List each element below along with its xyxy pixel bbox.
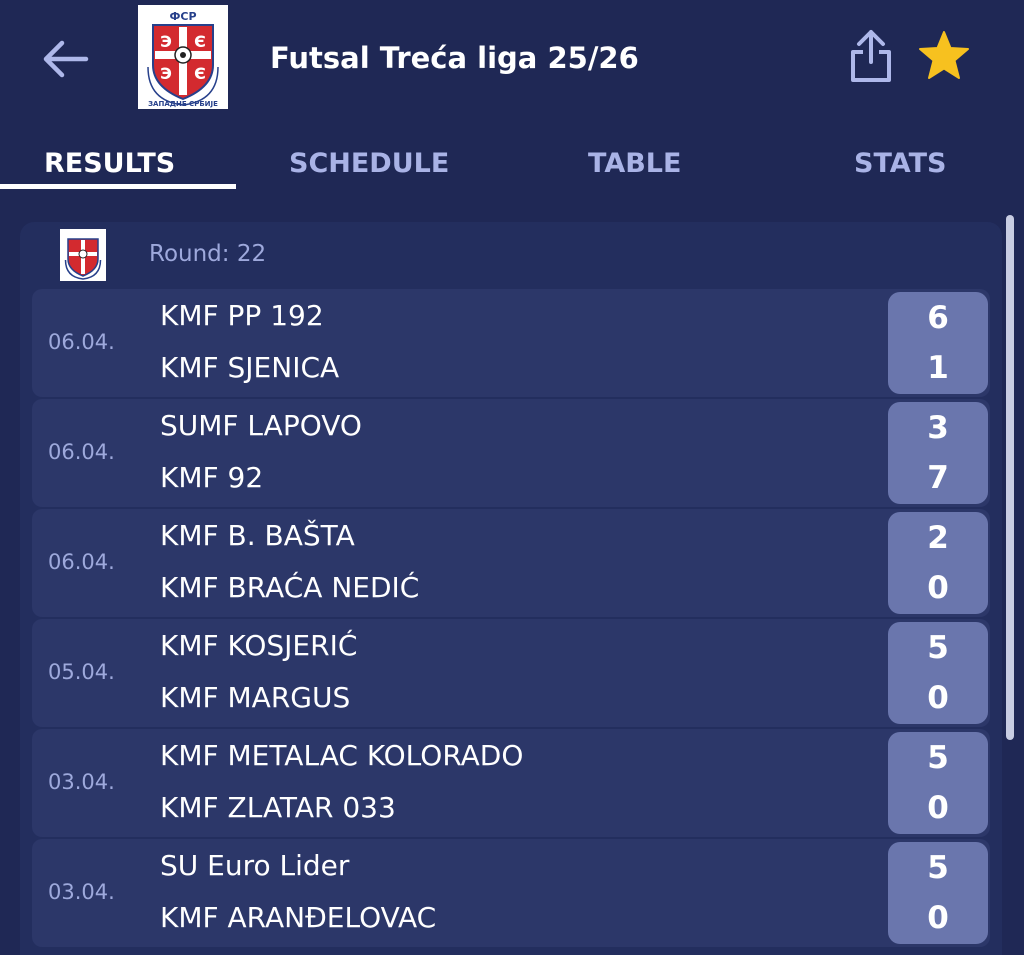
away-team: KMF BRAĆA NEDIĆ [160,571,420,604]
away-score: 1 [927,350,949,386]
active-tab-indicator [0,184,236,189]
match-row[interactable]: 06.04. KMF B. BAŠTA KMF BRAĆA NEDIĆ 2 0 [32,509,990,617]
away-score: 0 [927,570,949,606]
match-list: 06.04. KMF PP 192 KMF SJENICA 6 1 06.04.… [32,289,990,949]
away-team: KMF SJENICA [160,351,340,384]
tab-stats[interactable]: STATS [854,148,947,179]
home-score: 2 [927,520,949,556]
away-team: KMF MARGUS [160,681,351,714]
away-score: 7 [927,460,949,496]
crest-bottom-text: ЗАПАДНЕ СРБИЈЕ [148,100,218,108]
round-league-logo [60,229,106,281]
svg-text:Э: Э [160,64,172,83]
away-score: 0 [927,900,949,936]
score-box: 5 0 [888,622,988,724]
tab-bar: RESULTS SCHEDULE TABLE STATS [0,130,1024,190]
home-team: KMF PP 192 [160,299,324,332]
app-header: ФСР Э Є Э Є ЗАПАДНЕ СРБИЈЕ Futsal Treća … [0,0,1024,120]
home-score: 3 [927,410,949,446]
match-row[interactable]: 06.04. KMF PP 192 KMF SJENICA 6 1 [32,289,990,397]
svg-text:Є: Є [194,64,206,83]
tab-table[interactable]: TABLE [588,148,682,179]
home-score: 5 [927,850,949,886]
match-date: 05.04. [48,660,115,684]
league-crest-small-icon [60,229,106,281]
away-team: KMF 92 [160,461,264,494]
match-date: 03.04. [48,770,115,794]
tab-results[interactable]: RESULTS [44,148,176,179]
match-date: 06.04. [48,440,115,464]
score-box: 3 7 [888,402,988,504]
home-team: KMF METALAC KOLORADO [160,739,524,772]
page-title: Futsal Treća liga 25/26 [270,41,639,75]
score-box: 5 0 [888,842,988,944]
away-score: 0 [927,680,949,716]
share-button[interactable] [843,26,899,86]
back-button[interactable] [36,30,94,88]
score-box: 2 0 [888,512,988,614]
match-date: 03.04. [48,880,115,904]
home-score: 6 [927,300,949,336]
tab-schedule[interactable]: SCHEDULE [289,148,450,179]
match-row[interactable]: 06.04. SUMF LAPOVO KMF 92 3 7 [32,399,990,507]
match-date: 06.04. [48,330,115,354]
away-team: KMF ARANĐELOVAC [160,901,437,934]
home-team: SUMF LAPOVO [160,409,362,442]
away-score: 0 [927,790,949,826]
match-row[interactable]: 03.04. SU Euro Lider KMF ARANĐELOVAC 5 0 [32,839,990,947]
match-row[interactable]: 05.04. KMF KOSJERIĆ KMF MARGUS 5 0 [32,619,990,727]
league-crest-icon: ФСР Э Є Э Є ЗАПАДНЕ СРБИЈЕ [138,5,228,109]
home-score: 5 [927,630,949,666]
home-team: SU Euro Lider [160,849,350,882]
arrow-left-icon [43,40,89,78]
crest-top-text: ФСР [169,10,196,23]
away-team: KMF ZLATAR 033 [160,791,396,824]
home-team: KMF KOSJERIĆ [160,629,358,662]
star-icon [919,31,969,79]
home-team: KMF B. BAŠTA [160,519,355,552]
svg-text:Є: Є [194,32,206,51]
svg-text:Э: Э [160,32,172,51]
score-box: 5 0 [888,732,988,834]
league-logo: ФСР Э Є Э Є ЗАПАДНЕ СРБИЈЕ [138,5,228,109]
match-date: 06.04. [48,550,115,574]
score-box: 6 1 [888,292,988,394]
favorite-button[interactable] [914,26,974,86]
home-score: 5 [927,740,949,776]
share-icon [851,30,891,82]
scrollbar[interactable] [1006,215,1014,740]
match-row[interactable]: 03.04. KMF METALAC KOLORADO KMF ZLATAR 0… [32,729,990,837]
round-label: Round: 22 [149,241,267,267]
